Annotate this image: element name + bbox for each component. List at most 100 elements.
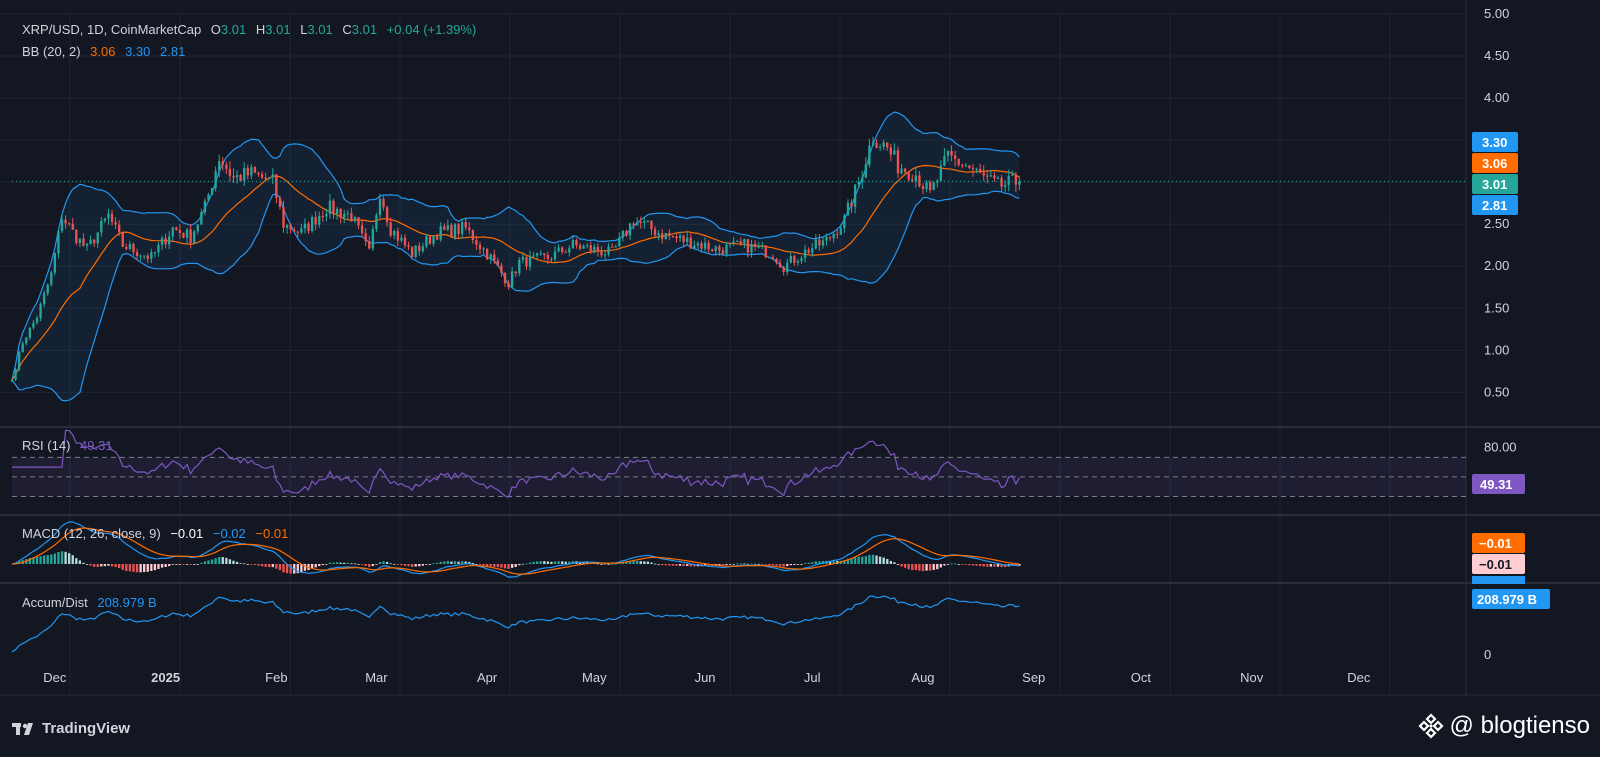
macd-histogram-bar [928, 564, 932, 571]
candle-body [989, 175, 993, 177]
macd-histogram-bar [518, 564, 521, 566]
macd-histogram-bar [35, 557, 39, 564]
candle-body [296, 231, 299, 233]
candle-body [982, 172, 985, 176]
macd-histogram-bar [732, 563, 735, 565]
candle-body [864, 164, 867, 178]
candle-body [278, 197, 282, 207]
macd-histogram-bar [193, 564, 196, 565]
macd-badge [1472, 554, 1525, 574]
candle-body [546, 255, 550, 259]
macd-histogram-bar [736, 563, 739, 565]
macd-histogram-bar [514, 564, 517, 567]
macd-histogram-bar [196, 564, 199, 565]
candle-body [178, 229, 182, 233]
candle-body [17, 352, 21, 370]
tradingview-brand[interactable]: TradingView [12, 720, 130, 737]
candle-body [400, 237, 403, 241]
candle-body [464, 222, 467, 228]
macd-histogram-bar [500, 564, 503, 568]
candle-body [378, 198, 382, 216]
candle-body [207, 194, 210, 201]
candle-body [718, 246, 721, 251]
candle-body [35, 318, 39, 323]
macd-histogram-bar [893, 562, 896, 564]
time-tick-label: Jun [695, 670, 716, 685]
macd-histogram-bar [268, 564, 271, 568]
candle-body [600, 251, 603, 256]
candle-body [150, 252, 153, 259]
candle-body [418, 245, 421, 252]
candle-body [807, 249, 810, 253]
macd-histogram-bar [746, 563, 750, 565]
macd-histogram-bar [243, 563, 246, 565]
candle-body [689, 237, 692, 249]
macd-histogram-bar [118, 564, 121, 569]
candle-body [714, 246, 717, 252]
macd-histogram-bar [107, 564, 110, 566]
candle-body [668, 232, 671, 236]
candle-body [646, 220, 650, 222]
candle-body [721, 250, 725, 255]
macd-histogram-bar [478, 564, 482, 565]
macd-histogram-bar [961, 564, 964, 565]
macd-badge [1472, 533, 1525, 553]
macd-histogram-bar [525, 563, 528, 565]
candle-body [385, 207, 389, 223]
price-badge-label: 3.06 [1482, 156, 1507, 171]
macd-histogram-bar [328, 562, 332, 564]
candle-body [175, 227, 178, 230]
price-tick-label: 5.00 [1484, 6, 1509, 21]
macd-histogram-bar [678, 564, 682, 566]
macd-histogram-bar [878, 556, 882, 564]
candle-body [861, 177, 864, 183]
candle-body [775, 258, 778, 263]
macd-histogram-bar [564, 561, 567, 564]
macd-histogram-bar [632, 561, 635, 564]
candle-body [428, 236, 432, 244]
macd-histogram-bar [871, 554, 875, 564]
candle-body [739, 241, 742, 244]
candle-body [996, 177, 1000, 179]
macd-histogram-bar [946, 564, 950, 565]
candle-body [335, 208, 339, 215]
macd-badge-label: −0.01 [1479, 557, 1512, 572]
candle-body [82, 238, 85, 246]
macd-histogram-bar [914, 564, 917, 571]
price-badge [1472, 174, 1518, 194]
candle-body [121, 232, 124, 247]
candle-body [811, 248, 814, 253]
macd-histogram-bar [707, 564, 710, 567]
candle-body [914, 175, 917, 182]
macd-histogram-bar [221, 557, 224, 564]
time-tick-label: Aug [911, 670, 934, 685]
macd-histogram-bar [721, 564, 725, 566]
macd-histogram-bar [921, 564, 925, 572]
candle-body [32, 322, 35, 328]
rsi-label: RSI (14) [22, 438, 71, 453]
macd-histogram-bar [60, 551, 64, 564]
candle-body [228, 168, 232, 176]
macd-histogram-bar [528, 562, 532, 564]
candle-body [818, 239, 821, 246]
candle-body [971, 167, 975, 170]
candle-body [39, 303, 42, 319]
macd-histogram-bar [67, 553, 71, 564]
macd-histogram-bar [671, 564, 675, 566]
candle-body [828, 237, 832, 239]
macd-histogram-bar [439, 561, 442, 564]
price-tick-label: 4.00 [1484, 90, 1509, 105]
candle-body [478, 244, 482, 250]
macd-histogram-bar [89, 564, 92, 566]
candle-body [260, 174, 264, 178]
price-badge-label: 2.81 [1482, 198, 1507, 213]
macd-histogram-bar [657, 564, 660, 565]
candle-body [264, 177, 267, 180]
macd-histogram-bar [975, 564, 978, 566]
candle-body [114, 222, 117, 225]
candle-body [907, 172, 910, 180]
candle-body [821, 240, 825, 246]
time-tick-label: Apr [477, 670, 498, 685]
